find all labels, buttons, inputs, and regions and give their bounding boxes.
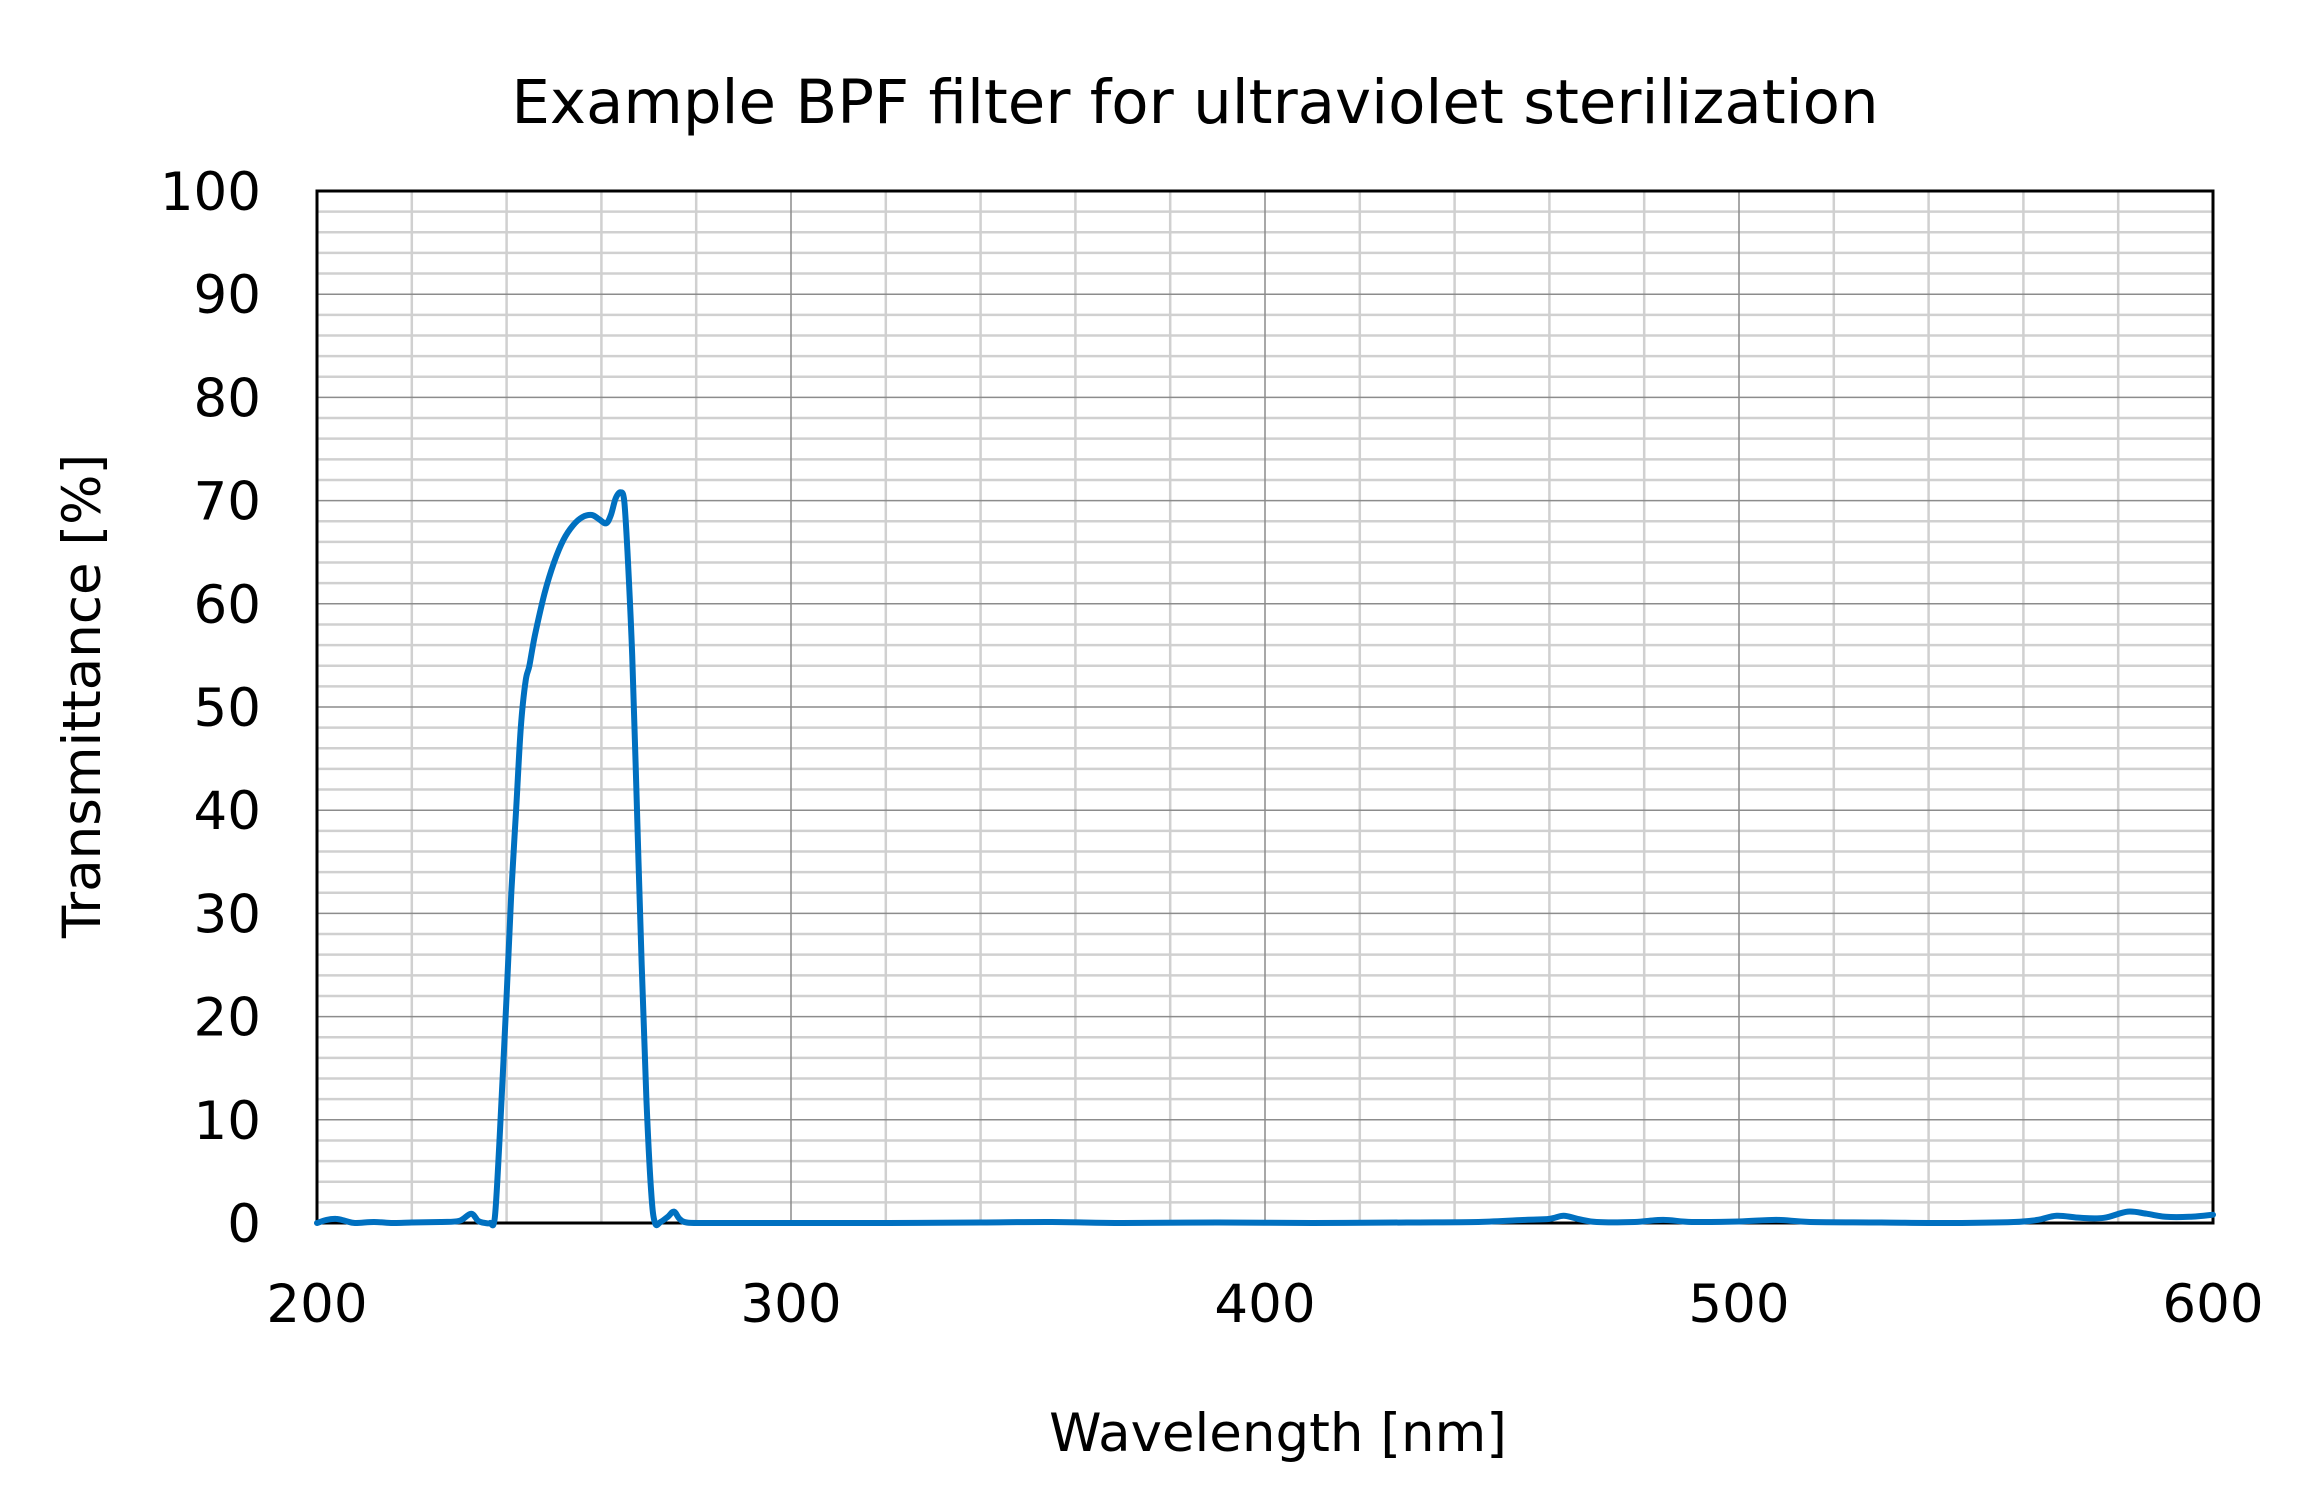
- y-tick-label: 60: [194, 575, 261, 636]
- y-tick-label: 40: [194, 781, 261, 842]
- transmittance-curve: [314, 489, 2216, 1229]
- y-tick-label: 70: [194, 472, 261, 533]
- y-axis-tick-labels: 0 10 20 30 40 50 60 70 80 90 100: [160, 162, 261, 1255]
- chart-title: Example BPF filter for ultraviolet steri…: [511, 67, 1878, 138]
- x-axis-label: Wavelength [nm]: [1049, 1403, 1507, 1464]
- x-tick-label: 200: [266, 1274, 367, 1335]
- y-tick-label: 50: [194, 678, 261, 739]
- y-tick-label: 0: [227, 1194, 261, 1255]
- y-axis-label: Transmittance [%]: [52, 454, 113, 939]
- y-tick-label: 80: [194, 368, 261, 429]
- x-tick-label: 600: [2162, 1274, 2263, 1335]
- y-tick-label: 10: [194, 1091, 261, 1152]
- x-tick-label: 400: [1214, 1274, 1315, 1335]
- y-tick-label: 90: [194, 265, 261, 326]
- x-axis-tick-labels: 200 300 400 500 600: [266, 1274, 2263, 1335]
- x-tick-label: 500: [1688, 1274, 1789, 1335]
- x-tick-label: 300: [740, 1274, 841, 1335]
- y-tick-label: 30: [194, 884, 261, 945]
- y-tick-label: 20: [194, 988, 261, 1049]
- y-tick-label: 100: [160, 162, 261, 223]
